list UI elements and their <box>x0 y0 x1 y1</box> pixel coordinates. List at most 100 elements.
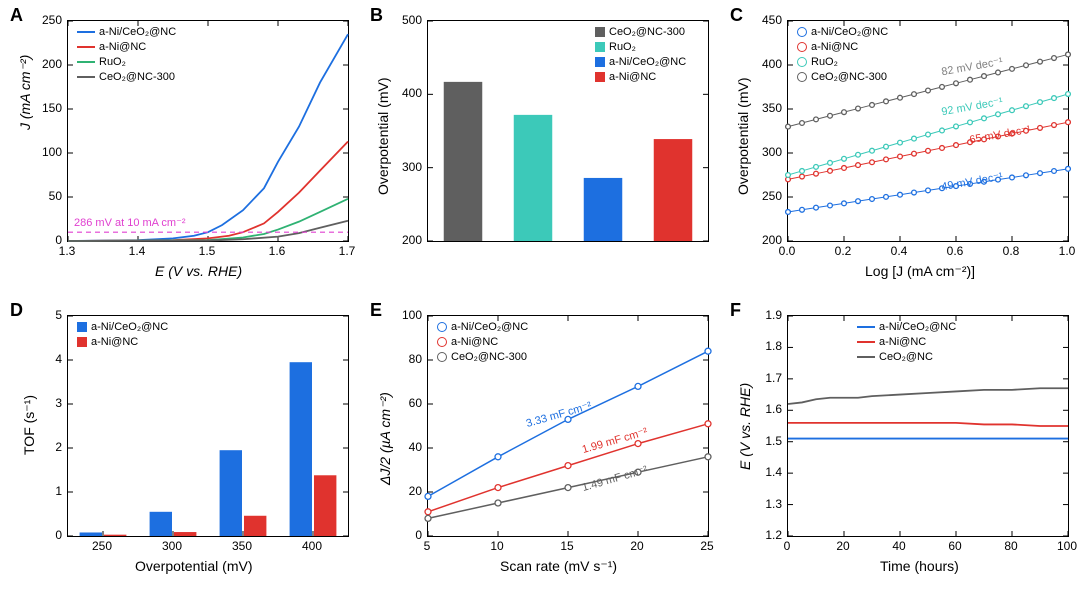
xtick: 15 <box>552 539 582 553</box>
ytick: 150 <box>27 101 62 115</box>
panel-c-legend: a-Ni/CeO₂@NCa-Ni@NCRuO₂CeO₂@NC-300 <box>797 25 888 85</box>
ytick: 200 <box>747 233 782 247</box>
panel-a-label: A <box>10 5 23 26</box>
legend-item: a-Ni@NC <box>595 70 686 84</box>
panel-e-label: E <box>370 300 382 321</box>
xtick: 1.6 <box>262 244 292 258</box>
ytick: 1.6 <box>747 402 782 416</box>
xtick: 300 <box>157 539 187 553</box>
panel-f: F Time (hours) E (V vs. RHE) a-Ni/CeO₂@N… <box>725 300 1080 590</box>
legend-item: a-Ni@NC <box>797 40 888 54</box>
xtick: 60 <box>940 539 970 553</box>
legend-item: a-Ni/CeO₂@NC <box>77 25 176 39</box>
ytick: 300 <box>387 160 422 174</box>
xtick: 1.0 <box>1052 244 1080 258</box>
panel-d-legend: a-Ni/CeO₂@NCa-Ni@NC <box>77 320 168 350</box>
ytick: 250 <box>747 189 782 203</box>
ytick: 50 <box>27 189 62 203</box>
ytick: 0 <box>27 528 62 542</box>
xtick: 10 <box>482 539 512 553</box>
ytick: 1 <box>27 484 62 498</box>
xtick: 20 <box>828 539 858 553</box>
legend-item: CeO₂@NC-300 <box>77 70 176 84</box>
legend-item: CeO₂@NC-300 <box>797 70 888 84</box>
xtick: 25 <box>692 539 722 553</box>
panel-e-legend: a-Ni/CeO₂@NCa-Ni@NCCeO₂@NC-300 <box>437 320 528 365</box>
ytick: 0 <box>387 528 422 542</box>
ytick: 1.4 <box>747 465 782 479</box>
xtick: 400 <box>297 539 327 553</box>
legend-item: CeO₂@NC <box>857 350 956 364</box>
xtick: 250 <box>87 539 117 553</box>
xtick: 0.4 <box>884 244 914 258</box>
panel-d: D Overpotential (mV) TOF (s⁻¹) a-Ni/CeO₂… <box>5 300 360 590</box>
xtick: 20 <box>622 539 652 553</box>
xtick: 1.4 <box>122 244 152 258</box>
ytick: 100 <box>387 308 422 322</box>
legend-item: a-Ni/CeO₂@NC <box>595 55 686 69</box>
ytick: 1.8 <box>747 339 782 353</box>
xtick: 1.7 <box>332 244 362 258</box>
legend-item: a-Ni@NC <box>857 335 956 349</box>
legend-item: CeO₂@NC-300 <box>437 350 528 364</box>
panel-f-ylabel: E (V vs. RHE) <box>737 383 753 470</box>
ytick: 1.2 <box>747 528 782 542</box>
legend-item: CeO₂@NC-300 <box>595 25 686 39</box>
ytick: 250 <box>27 13 62 27</box>
panel-b-legend: CeO₂@NC-300RuO₂a-Ni/CeO₂@NCa-Ni@NC <box>595 25 686 85</box>
xtick: 350 <box>227 539 257 553</box>
ytick: 40 <box>387 440 422 454</box>
ytick: 200 <box>387 233 422 247</box>
legend-item: a-Ni@NC <box>77 40 176 54</box>
panel-b-label: B <box>370 5 383 26</box>
legend-item: a-Ni/CeO₂@NC <box>797 25 888 39</box>
panel-c-ylabel: Overpotential (mV) <box>735 78 751 195</box>
ytick: 3 <box>27 396 62 410</box>
panel-a-xlabel: E (V vs. RHE) <box>155 263 242 279</box>
xtick: 100 <box>1052 539 1080 553</box>
panel-a-annotation: 286 mV at 10 mA cm⁻² <box>74 216 186 229</box>
panel-f-legend: a-Ni/CeO₂@NCa-Ni@NCCeO₂@NC <box>857 320 956 365</box>
ytick: 1.7 <box>747 371 782 385</box>
panel-a-legend: a-Ni/CeO₂@NCa-Ni@NCRuO₂CeO₂@NC-300 <box>77 25 176 85</box>
xtick: 40 <box>884 539 914 553</box>
panel-a: A E (V vs. RHE) J (mA cm⁻²) a-Ni/CeO₂@NC… <box>5 5 360 295</box>
panel-d-label: D <box>10 300 23 321</box>
ytick: 1.5 <box>747 434 782 448</box>
ytick: 20 <box>387 484 422 498</box>
ytick: 2 <box>27 440 62 454</box>
legend-item: RuO₂ <box>77 55 176 69</box>
ytick: 60 <box>387 396 422 410</box>
ytick: 400 <box>387 86 422 100</box>
ytick: 4 <box>27 352 62 366</box>
ytick: 5 <box>27 308 62 322</box>
xtick: 0.6 <box>940 244 970 258</box>
ytick: 450 <box>747 13 782 27</box>
ytick: 1.3 <box>747 497 782 511</box>
ytick: 400 <box>747 57 782 71</box>
panel-f-xlabel: Time (hours) <box>880 558 959 574</box>
panel-f-label: F <box>730 300 741 321</box>
legend-item: RuO₂ <box>797 55 888 69</box>
xtick: 80 <box>996 539 1026 553</box>
ytick: 1.9 <box>747 308 782 322</box>
legend-item: a-Ni/CeO₂@NC <box>77 320 168 334</box>
legend-item: a-Ni@NC <box>77 335 168 349</box>
panel-d-xlabel: Overpotential (mV) <box>135 558 252 574</box>
ytick: 300 <box>747 145 782 159</box>
xtick: 0.8 <box>996 244 1026 258</box>
ytick: 0 <box>27 233 62 247</box>
ytick: 500 <box>387 13 422 27</box>
legend-item: a-Ni@NC <box>437 335 528 349</box>
panel-e: E Scan rate (mV s⁻¹) ΔJ/2 (µA cm⁻²) a-Ni… <box>365 300 720 590</box>
figure: A E (V vs. RHE) J (mA cm⁻²) a-Ni/CeO₂@NC… <box>0 0 1080 593</box>
panel-c: C Log [J (mA cm⁻²)] Overpotential (mV) a… <box>725 5 1080 295</box>
legend-item: RuO₂ <box>595 40 686 54</box>
xtick: 1.5 <box>192 244 222 258</box>
legend-item: a-Ni/CeO₂@NC <box>857 320 956 334</box>
panel-b: B Overpotential (mV) CeO₂@NC-300RuO₂a-Ni… <box>365 5 720 295</box>
panel-c-label: C <box>730 5 743 26</box>
ytick: 80 <box>387 352 422 366</box>
xtick: 0.2 <box>828 244 858 258</box>
panel-c-xlabel: Log [J (mA cm⁻²)] <box>865 263 975 280</box>
